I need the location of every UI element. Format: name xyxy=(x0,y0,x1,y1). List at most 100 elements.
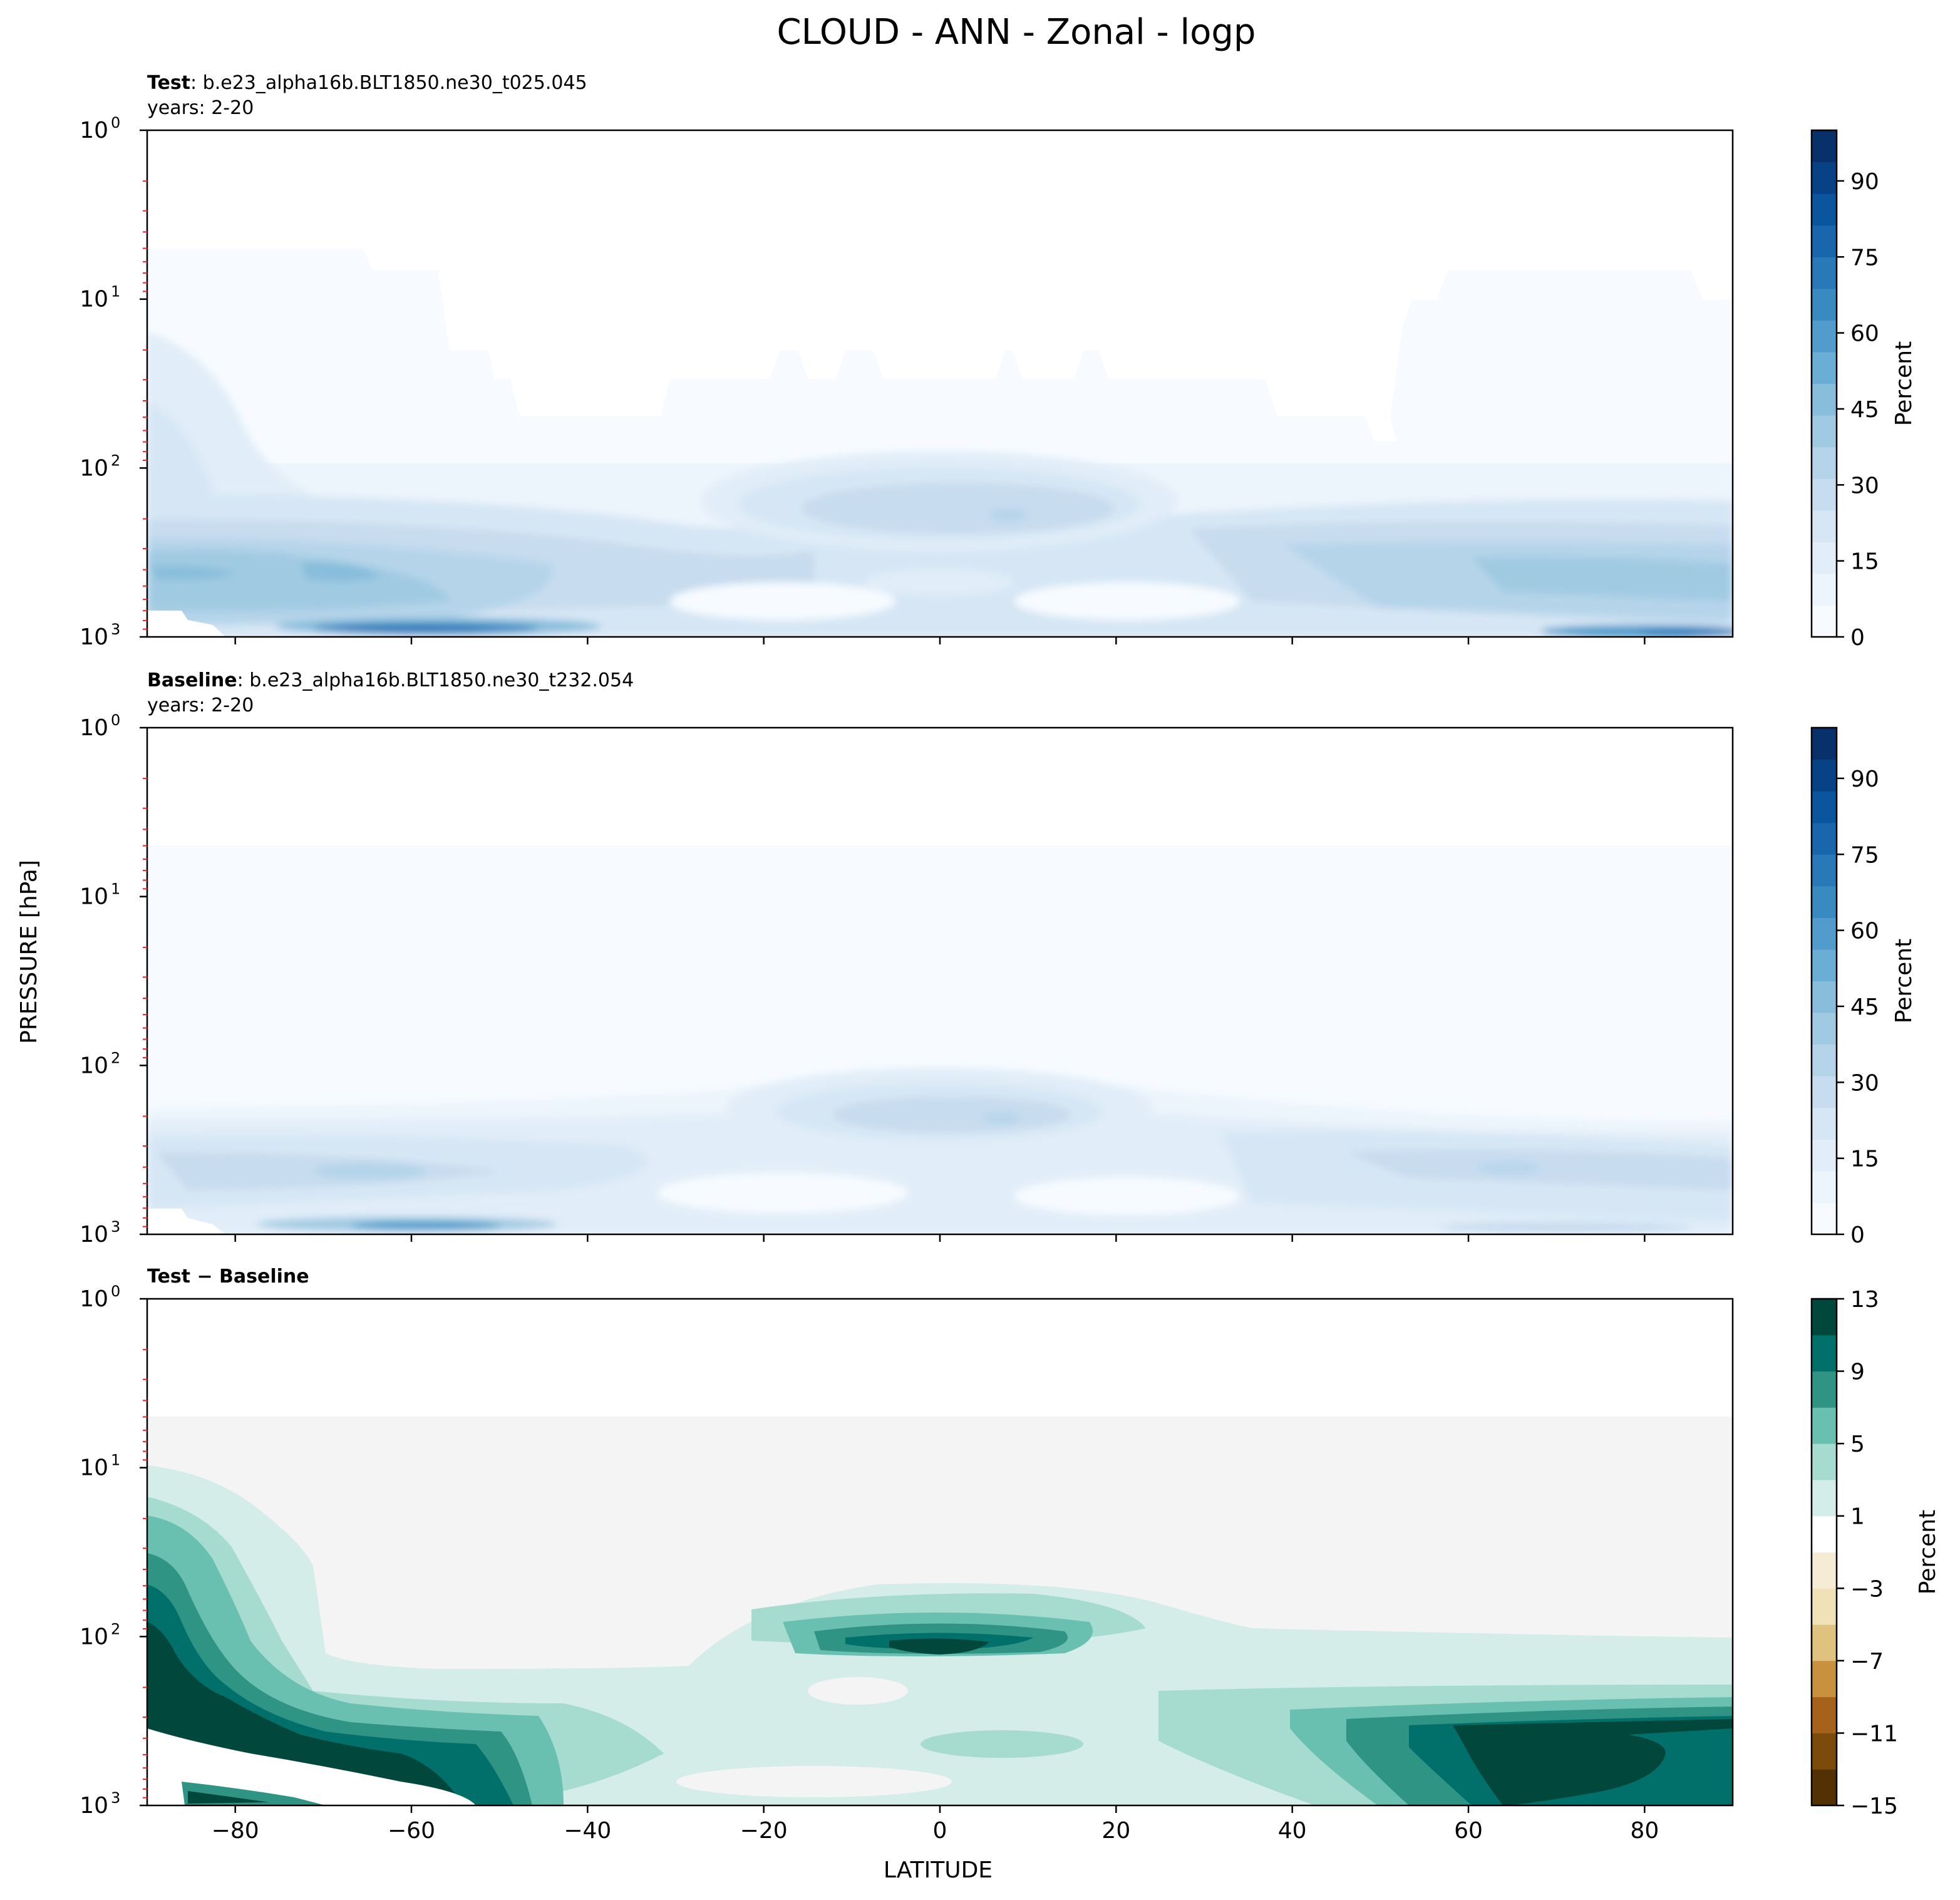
colorbar-segment xyxy=(1812,1769,1837,1806)
y-tick-exponent: 2 xyxy=(111,1620,120,1638)
colorbar-segment xyxy=(1812,1443,1837,1480)
colorbar-tick-label: 1 xyxy=(1850,1504,1865,1530)
y-tick-exponent: 2 xyxy=(111,452,120,469)
colorbar-segment xyxy=(1812,573,1837,606)
colorbar-tick-label: 45 xyxy=(1850,397,1879,423)
panel-test: Test: b.e23_alpha16b.BLT1850.ne30_t025.0… xyxy=(80,72,1917,651)
colorbar-segment xyxy=(1812,917,1837,950)
colorbar-segment xyxy=(1812,1371,1837,1408)
colorbar-segment xyxy=(1812,1696,1837,1733)
y-tick-exponent: 0 xyxy=(111,1283,120,1300)
y-axis-label: PRESSURE [hPa] xyxy=(16,860,42,1044)
colorbar-segment xyxy=(1812,1107,1837,1140)
colorbar-segment xyxy=(1812,1139,1837,1172)
colorbar-segment xyxy=(1812,1170,1837,1203)
colorbar-segment xyxy=(1812,981,1837,1013)
y-tick-exponent: 1 xyxy=(111,880,120,898)
colorbar-segment xyxy=(1812,320,1837,353)
colorbar-tick-label: 45 xyxy=(1850,994,1879,1020)
y-tick-label: 10 xyxy=(80,624,108,650)
colorbar-tick-label: −3 xyxy=(1850,1576,1884,1602)
colorbar-tick-label: −7 xyxy=(1850,1649,1884,1675)
y-tick-exponent: 1 xyxy=(111,1452,120,1469)
colorbar-segment xyxy=(1812,447,1837,479)
colorbar-segment xyxy=(1812,1044,1837,1076)
colorbar-tick-label: 75 xyxy=(1850,842,1879,868)
x-tick-label: −80 xyxy=(212,1818,259,1844)
y-tick-exponent: 2 xyxy=(111,1049,120,1066)
y-tick-label: 10 xyxy=(80,1793,108,1819)
figure-title: CLOUD - ANN - Zonal - logp xyxy=(777,12,1256,53)
colorbar-diff: 13 9 5 1 −3 −7 −11 −15 Percent xyxy=(1810,1287,1941,1819)
colorbar-segment xyxy=(1812,822,1837,855)
colorbar-frame xyxy=(1810,726,1838,1236)
colorbar-segment xyxy=(1812,949,1837,981)
colorbar-segment xyxy=(1812,1299,1837,1336)
colorbar-segment xyxy=(1812,1335,1837,1372)
colorbar-frame xyxy=(1810,1298,1838,1807)
y-tick-label: 10 xyxy=(80,715,108,741)
x-tick-label: −40 xyxy=(564,1818,611,1844)
panel-diff: Test − Baseline xyxy=(80,1266,1941,1844)
colorbar-frame xyxy=(1810,129,1838,638)
colorbar-tick-label: 0 xyxy=(1850,1222,1865,1248)
colorbar-segment xyxy=(1812,791,1837,824)
contour-field-test xyxy=(147,130,1733,637)
panel-test-bold: Test xyxy=(147,72,190,94)
y-tick-exponent: 0 xyxy=(111,114,120,132)
colorbar-segment xyxy=(1812,383,1837,416)
colorbar-segment xyxy=(1812,1515,1837,1552)
colorbar-segment xyxy=(1812,288,1837,321)
panel-baseline-case: : b.e23_alpha16b.BLT1850.ne30_t232.054 xyxy=(237,669,634,691)
contour-field-baseline xyxy=(147,728,1733,1234)
colorbar-label: Percent xyxy=(1891,939,1917,1023)
colorbar-segment xyxy=(1812,510,1837,542)
panel-diff-header: Test − Baseline xyxy=(147,1266,309,1288)
colorbar-baseline: 0 15 30 45 60 75 90 Percent xyxy=(1810,726,1917,1248)
colorbar-tick-label: 60 xyxy=(1850,919,1879,944)
colorbar-segment xyxy=(1812,728,1837,760)
colorbar-segment xyxy=(1812,1076,1837,1108)
colorbar-segment xyxy=(1812,1013,1837,1045)
colorbar-segment xyxy=(1812,605,1837,638)
colorbar-tick-label: 30 xyxy=(1850,473,1879,498)
y-tick-label: 10 xyxy=(80,1053,108,1078)
colorbar-segment xyxy=(1812,854,1837,887)
colorbar-tick-label: 30 xyxy=(1850,1070,1879,1096)
colorbar-tick-label: 90 xyxy=(1850,169,1879,195)
colorbar-segment xyxy=(1812,130,1837,163)
panel-test-header: Test: b.e23_alpha16b.BLT1850.ne30_t025.0… xyxy=(147,72,587,94)
y-tick-label: 10 xyxy=(80,118,108,143)
x-tick-label: 0 xyxy=(933,1818,947,1844)
colorbar-tick-label: 5 xyxy=(1850,1432,1865,1457)
y-tick-label: 10 xyxy=(80,884,108,910)
x-tick-label: −60 xyxy=(388,1818,435,1844)
x-tick-label: 20 xyxy=(1101,1818,1130,1844)
colorbar-label: Percent xyxy=(1915,1510,1941,1594)
x-tick-label: 80 xyxy=(1630,1818,1659,1844)
panel-baseline: Baseline: b.e23_alpha16b.BLT1850.ne30_t2… xyxy=(80,669,1917,1248)
colorbar-tick-label: 15 xyxy=(1850,549,1879,575)
colorbar-label: Percent xyxy=(1891,341,1917,426)
colorbar-tick-label: 0 xyxy=(1850,625,1865,651)
x-tick-label: −20 xyxy=(740,1818,788,1844)
colorbar-segment xyxy=(1812,162,1837,194)
colorbar-segment xyxy=(1812,885,1837,918)
panel-baseline-years: years: 2-20 xyxy=(147,694,254,716)
panel-baseline-bold: Baseline xyxy=(147,669,237,691)
contour-field-diff xyxy=(147,1299,1733,1805)
colorbar-segment xyxy=(1812,1202,1837,1235)
colorbar-tick-label: 75 xyxy=(1850,245,1879,271)
colorbar-segment xyxy=(1812,1733,1837,1770)
x-tick-label: 40 xyxy=(1278,1818,1307,1844)
x-tick-label: 60 xyxy=(1454,1818,1483,1844)
y-tick-exponent: 3 xyxy=(111,1218,120,1236)
colorbar-segment xyxy=(1812,478,1837,511)
y-tick-exponent: 0 xyxy=(111,711,120,729)
colorbar-tick-label: 9 xyxy=(1850,1360,1865,1385)
y-tick-label: 10 xyxy=(80,1624,108,1650)
panel-baseline-header: Baseline: b.e23_alpha16b.BLT1850.ne30_t2… xyxy=(147,669,634,691)
